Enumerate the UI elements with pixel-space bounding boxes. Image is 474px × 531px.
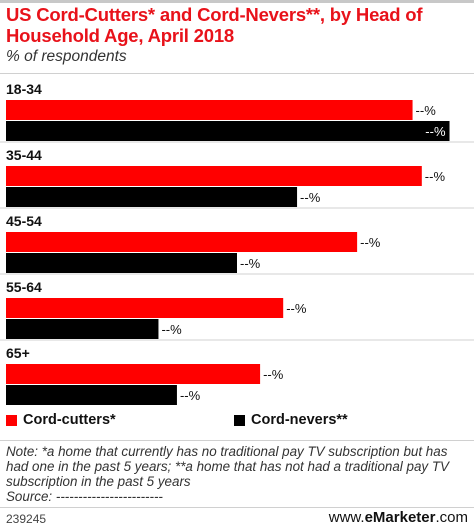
data-label-cord-cutters-55-64: --%	[286, 301, 307, 316]
data-label-cord-cutters-65: --%	[263, 367, 284, 382]
data-label-cord-nevers-55-64: --%	[161, 322, 182, 337]
data-label-cord-nevers-65: --%	[180, 388, 201, 403]
source-line: Source: ------------------------	[6, 489, 163, 504]
legend-item-cord-nevers: Cord-nevers**	[234, 412, 348, 428]
brand-suffix: .com	[435, 509, 468, 526]
category-label-45-54: 45-54	[6, 213, 42, 229]
bar-cord-nevers-45-54	[6, 253, 237, 273]
data-label-cord-nevers-18-34: --%	[425, 124, 446, 139]
category-label-55-64: 55-64	[6, 279, 42, 295]
footer: 239245 www.eMarketer.com	[6, 509, 468, 527]
legend-swatch-cord-nevers	[234, 414, 245, 426]
top-rule	[0, 0, 474, 3]
bar-cord-nevers-65	[6, 385, 177, 405]
header-divider	[0, 73, 474, 74]
notes-divider	[0, 440, 474, 441]
brand-prefix: www.	[328, 509, 365, 526]
bar-cord-nevers-18-34	[6, 121, 450, 141]
brand-name: eMarketer	[364, 509, 436, 526]
legend-swatch-cord-cutters	[6, 414, 17, 426]
chart-title: US Cord-Cutters* and Cord-Nevers**, by H…	[6, 4, 468, 46]
chart-title-line-1: US Cord-Cutters* and Cord-Nevers**, by H…	[6, 4, 423, 25]
bar-cord-cutters-35-44	[6, 166, 422, 186]
notes: Note: *a home that currently has no trad…	[6, 444, 470, 504]
data-label-cord-nevers-35-44: --%	[300, 190, 321, 205]
data-label-cord-nevers-45-54: --%	[240, 256, 261, 271]
legend-label-cord-cutters: Cord-cutters*	[23, 412, 116, 428]
note-line-1: Note: *a home that currently has no trad…	[6, 444, 448, 459]
chart-id: 239245	[6, 512, 47, 526]
chart-subtitle: % of respondents	[6, 48, 127, 65]
category-label-18-34: 18-34	[6, 81, 42, 97]
legend: Cord-cutters* Cord-nevers**	[6, 412, 468, 434]
legend-label-cord-nevers: Cord-nevers**	[251, 412, 348, 428]
category-label-65: 65+	[6, 345, 30, 361]
bar-chart: 18-34 --% --% 35-44 --% --% 45-54 --% --% 55-64 --…	[0, 81, 474, 405]
bar-cord-cutters-18-34	[6, 100, 413, 120]
note-line-3: subscription in the past 5 years	[6, 474, 191, 489]
category-label-35-44: 35-44	[6, 147, 42, 163]
data-label-cord-cutters-45-54: --%	[360, 235, 381, 250]
bar-cord-cutters-55-64	[6, 298, 284, 318]
bar-cord-cutters-65	[6, 364, 261, 384]
chart-title-line-2: Household Age, April 2018	[6, 25, 235, 46]
emarketer-logo: www.eMarketer.com	[329, 509, 468, 526]
bar-cord-cutters-45-54	[6, 232, 358, 252]
footer-divider	[0, 507, 474, 508]
bar-cord-nevers-55-64	[6, 319, 159, 339]
legend-item-cord-cutters: Cord-cutters*	[6, 412, 116, 428]
data-label-cord-cutters-35-44: --%	[425, 169, 446, 184]
data-label-cord-cutters-18-34: --%	[416, 103, 437, 118]
note-line-2: had one in the past 5 years; **a home th…	[6, 459, 449, 474]
bar-cord-nevers-35-44	[6, 187, 298, 207]
